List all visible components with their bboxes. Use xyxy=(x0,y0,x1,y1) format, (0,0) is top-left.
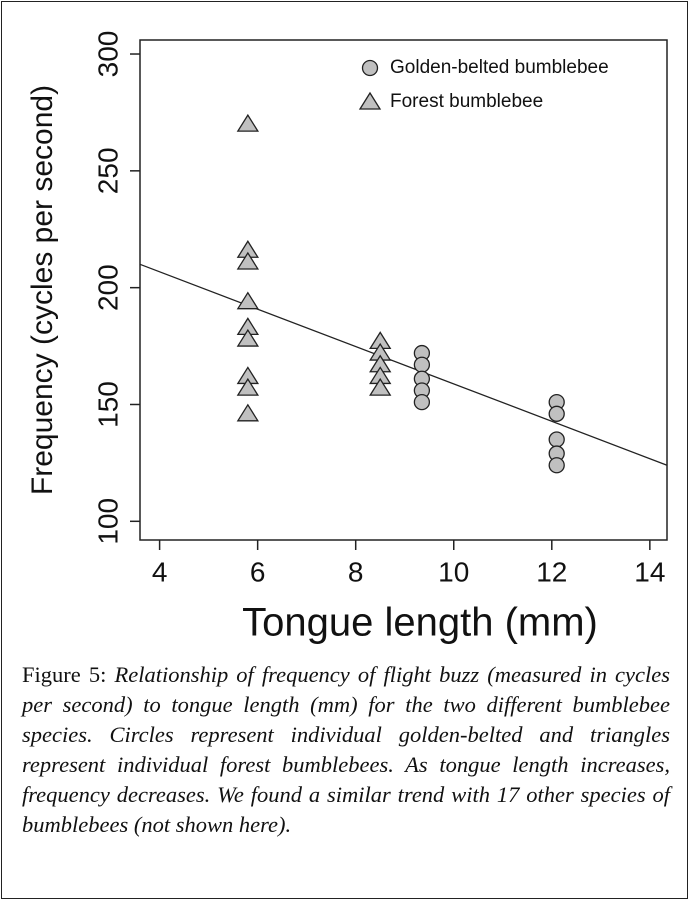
caption: Figure 5: Relationship of frequency of f… xyxy=(22,660,670,840)
point xyxy=(369,377,392,396)
x-tick-label: 4 xyxy=(152,556,168,587)
legend-marker xyxy=(358,91,382,110)
legend-label: Golden-belted bumblebee xyxy=(390,57,609,78)
x-tick-label: 6 xyxy=(250,556,266,587)
y-axis-label: Frequency (cycles per second) xyxy=(26,85,59,495)
y-tick-label: 100 xyxy=(92,498,123,545)
x-tick-label: 12 xyxy=(536,556,567,587)
point xyxy=(236,251,260,270)
legend-marker xyxy=(361,59,379,77)
plot-box xyxy=(139,39,668,541)
x-tick-label: 14 xyxy=(634,556,665,587)
chart: Tongue length (mm) Frequency (cycles per… xyxy=(26,31,668,645)
y-tick-label: 200 xyxy=(92,264,123,311)
point xyxy=(236,291,260,310)
x-axis-label: Tongue length (mm) xyxy=(242,601,598,645)
caption-text: Relationship of frequency of flight buzz… xyxy=(22,662,671,837)
y-tick-label: 300 xyxy=(92,31,123,78)
y-tick-label: 250 xyxy=(92,147,123,194)
point xyxy=(236,113,260,132)
point xyxy=(413,356,431,373)
x-tick-label: 10 xyxy=(438,556,469,587)
x-tick-label: 8 xyxy=(348,556,364,587)
point xyxy=(548,457,565,474)
point xyxy=(548,405,565,422)
caption-label: Figure 5: xyxy=(22,662,107,687)
point xyxy=(236,377,260,396)
point xyxy=(413,393,431,411)
point xyxy=(236,328,260,347)
y-tick-label: 150 xyxy=(92,381,123,428)
point xyxy=(548,431,565,448)
point xyxy=(236,403,260,422)
fit-line xyxy=(139,263,668,466)
legend-label: Forest bumblebee xyxy=(390,91,543,112)
